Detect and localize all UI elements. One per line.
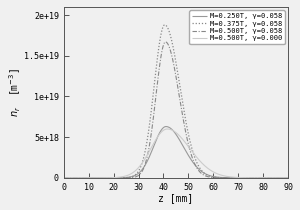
M=0.250T, γ=0.058 [280, 177, 283, 179]
M=0.500T, γ=0.058 [239, 177, 242, 179]
M=0.500T, γ=0.000 [165, 128, 169, 130]
M=0.500T, γ=0.058 [171, 59, 175, 62]
M=0.250T, γ=0.058 [165, 125, 169, 128]
Legend: M=0.250T, γ=0.058, M=0.375T, γ=0.058, M=0.500T, γ=0.058, M=0.500T, γ=0.000: M=0.250T, γ=0.058, M=0.375T, γ=0.058, M=… [189, 10, 285, 44]
M=0.250T, γ=0.058 [74, 177, 77, 179]
M=0.500T, γ=0.058 [286, 177, 290, 179]
M=0.250T, γ=0.058 [171, 129, 175, 132]
M=0.250T, γ=0.058 [280, 177, 284, 179]
M=0.500T, γ=0.000 [165, 128, 169, 130]
M=0.375T, γ=0.058 [239, 177, 242, 179]
M=0.500T, γ=0.000 [171, 129, 175, 132]
M=0.250T, γ=0.058 [286, 177, 290, 179]
M=0.250T, γ=0.058 [164, 125, 168, 128]
M=0.500T, γ=0.058 [280, 177, 283, 179]
M=0.500T, γ=0.000 [280, 177, 284, 179]
M=0.375T, γ=0.058 [280, 177, 284, 179]
M=0.375T, γ=0.058 [74, 177, 77, 179]
M=0.375T, γ=0.058 [163, 24, 166, 26]
M=0.500T, γ=0.000 [286, 177, 290, 179]
M=0.375T, γ=0.058 [62, 177, 66, 179]
M=0.500T, γ=0.058 [164, 41, 167, 43]
Line: M=0.250T, γ=0.058: M=0.250T, γ=0.058 [64, 127, 288, 178]
M=0.500T, γ=0.000 [74, 177, 77, 179]
M=0.500T, γ=0.000 [280, 177, 283, 179]
Line: M=0.375T, γ=0.058: M=0.375T, γ=0.058 [64, 25, 288, 178]
X-axis label: z [mm]: z [mm] [158, 193, 194, 203]
Y-axis label: $n_r$  [m$^{-3}$]: $n_r$ [m$^{-3}$] [7, 68, 22, 117]
M=0.375T, γ=0.058 [286, 177, 290, 179]
M=0.250T, γ=0.058 [62, 177, 66, 179]
M=0.500T, γ=0.058 [165, 42, 169, 44]
M=0.375T, γ=0.058 [171, 45, 175, 48]
M=0.500T, γ=0.058 [280, 177, 284, 179]
M=0.375T, γ=0.058 [280, 177, 283, 179]
M=0.500T, γ=0.058 [62, 177, 66, 179]
M=0.375T, γ=0.058 [165, 25, 169, 28]
M=0.500T, γ=0.000 [62, 177, 66, 179]
M=0.500T, γ=0.058 [74, 177, 77, 179]
M=0.250T, γ=0.058 [239, 177, 242, 179]
Line: M=0.500T, γ=0.058: M=0.500T, γ=0.058 [64, 42, 288, 178]
M=0.500T, γ=0.000 [239, 176, 242, 179]
Line: M=0.500T, γ=0.000: M=0.500T, γ=0.000 [64, 129, 288, 178]
